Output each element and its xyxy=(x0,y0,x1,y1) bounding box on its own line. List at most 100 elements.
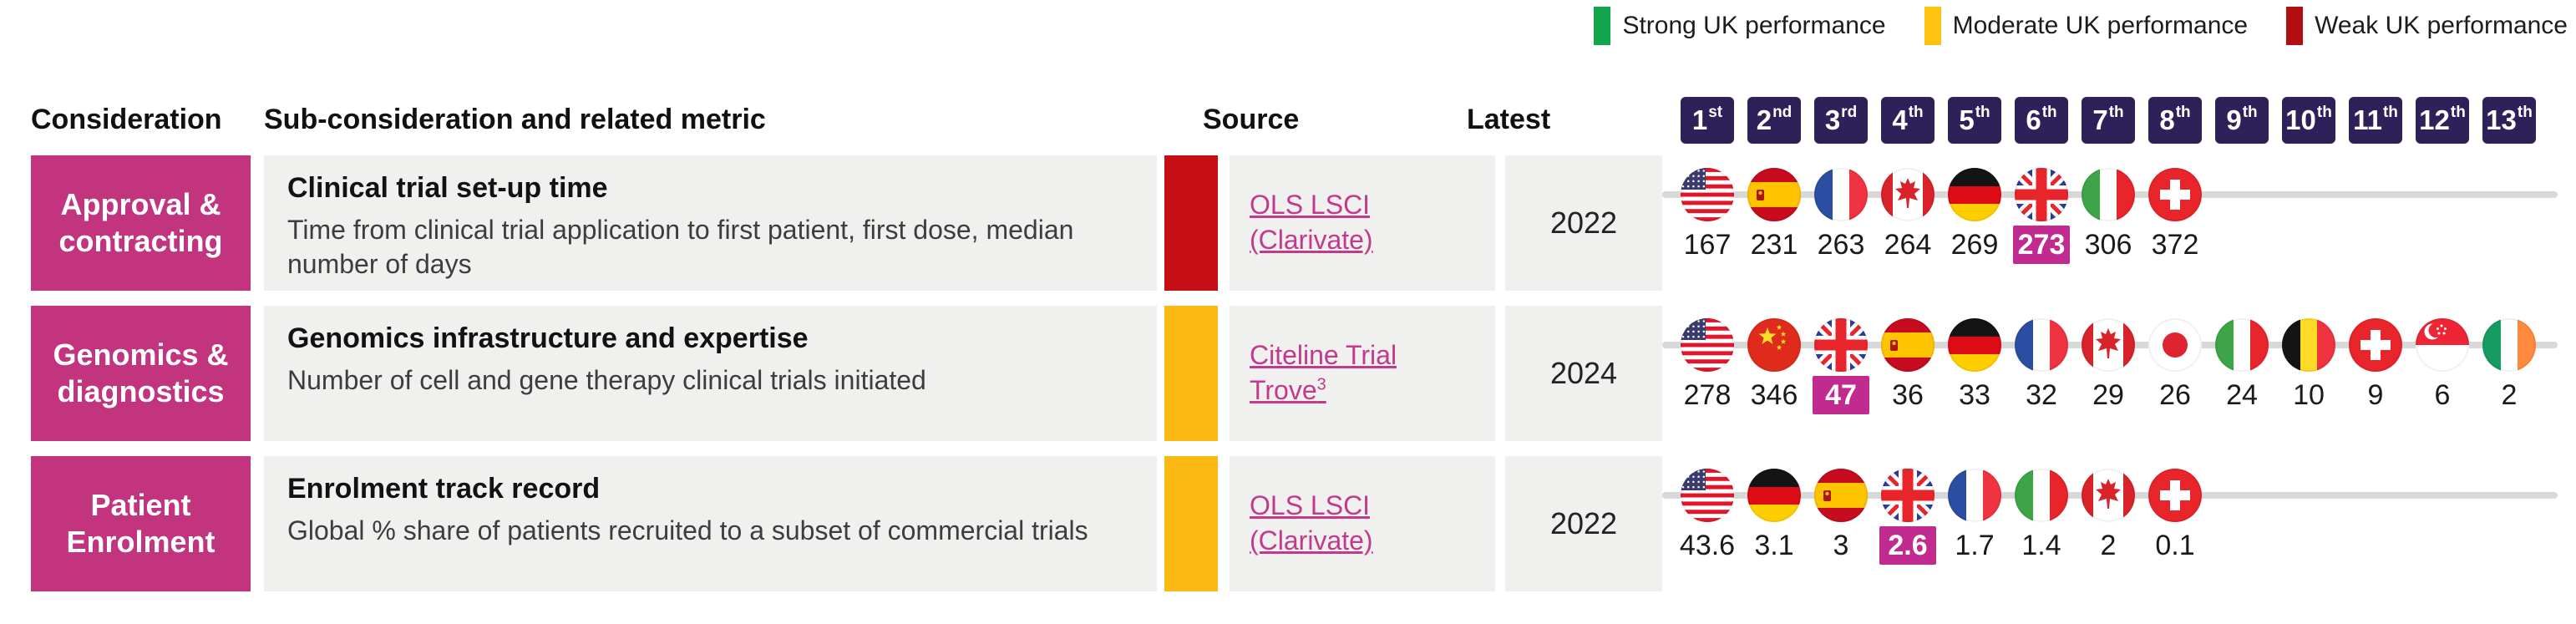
country-value: 372 xyxy=(2151,229,2199,261)
source-link-text: OLS LSCI (Clarivate) xyxy=(1250,190,1373,255)
country-rank-entry: 269 xyxy=(1941,155,2008,291)
metric-title: Clinical trial set-up time xyxy=(287,172,608,204)
country-rank-entry: 43.6 xyxy=(1674,456,1741,591)
flag-de-icon xyxy=(1747,469,1801,522)
country-rank-entry: 0.1 xyxy=(2142,456,2208,591)
source-link[interactable]: OLS LSCI (Clarivate) xyxy=(1250,489,1475,558)
source-footnote-marker: 3 xyxy=(1316,375,1326,394)
rank-number: 13 xyxy=(2486,104,2517,135)
country-rank-entry: 6 xyxy=(2409,306,2476,441)
country-value: 2 xyxy=(2501,379,2518,411)
flag-ca-icon xyxy=(2082,469,2135,522)
flag-fr-icon xyxy=(1814,168,1868,221)
rank-ordinal-suffix: th xyxy=(2382,104,2398,121)
flag-it-icon xyxy=(2082,168,2135,221)
country-value: 264 xyxy=(1884,229,1932,261)
country-value: 24 xyxy=(2226,379,2258,411)
country-rank-entry: 47 xyxy=(1808,306,1874,441)
flag-it-icon xyxy=(2015,469,2068,522)
country-rank-entry: 32 xyxy=(2008,306,2075,441)
flag-es-icon xyxy=(1747,168,1801,221)
status-indicator-weak xyxy=(1164,155,1218,291)
flag-ca-icon xyxy=(1881,168,1935,221)
country-rank-entry: 9 xyxy=(2342,306,2409,441)
source-link-text: Citeline Trial Trove xyxy=(1250,340,1397,405)
country-value: 32 xyxy=(2026,379,2057,411)
legend-swatch-icon xyxy=(2286,7,2304,45)
flag-ch-icon xyxy=(2148,168,2202,221)
rank-ordinal-suffix: th xyxy=(2517,104,2533,121)
country-rank-entry: 29 xyxy=(2075,306,2142,441)
metric-panel: Genomics infrastructure and expertise Num… xyxy=(264,306,1157,441)
country-rank-entry: 231 xyxy=(1741,155,1808,291)
legend-item: Strong UK performance xyxy=(1594,7,1886,45)
uk-highlighted-value: 273 xyxy=(2013,226,2070,264)
column-header-latest: Latest xyxy=(1467,104,1551,135)
flag-us-icon xyxy=(1681,469,1734,522)
rank-number: 8 xyxy=(2159,104,2175,135)
metric-title: Enrolment track record xyxy=(287,473,601,505)
flag-gb-icon xyxy=(2015,168,2068,221)
rank-ordinal-suffix: th xyxy=(2041,104,2057,121)
flag-de-icon xyxy=(1948,318,2001,372)
flag-gb-icon xyxy=(1881,469,1935,522)
country-rank-entry: 1.7 xyxy=(1941,456,2008,591)
country-value: 0.1 xyxy=(2155,530,2195,561)
country-value: 263 xyxy=(1817,229,1865,261)
flag-ca-icon xyxy=(2082,318,2135,372)
legend: Strong UK performance Moderate UK perform… xyxy=(1594,7,2568,45)
country-rank-entry: 2 xyxy=(2476,306,2543,441)
rank-number: 11 xyxy=(2353,104,2382,135)
consideration-box: Genomics & diagnostics xyxy=(31,306,251,441)
country-rank-entry: 1.4 xyxy=(2008,456,2075,591)
rank-number: 1 xyxy=(1691,104,1708,135)
source-link[interactable]: Citeline Trial Trove3 xyxy=(1250,338,1475,408)
country-value: 36 xyxy=(1892,379,1924,411)
country-value: 346 xyxy=(1750,379,1798,411)
rank-number: 6 xyxy=(2026,104,2041,135)
country-rank-entry: 2.6 xyxy=(1874,456,1941,591)
country-value: 1.7 xyxy=(1955,530,1995,561)
country-value: 26 xyxy=(2159,379,2191,411)
rank-number: 9 xyxy=(2226,104,2242,135)
country-value: 33 xyxy=(1959,379,1990,411)
country-rank-entry: 2 xyxy=(2075,456,2142,591)
rank-number: 2 xyxy=(1756,104,1772,135)
rank-ordinal-suffix: th xyxy=(2316,104,2332,121)
source-link[interactable]: OLS LSCI (Clarivate) xyxy=(1250,188,1475,257)
country-value: 306 xyxy=(2084,229,2132,261)
country-rank-entry: 3 xyxy=(1808,456,1874,591)
country-rank-entry: 33 xyxy=(1941,306,2008,441)
source-panel: Citeline Trial Trove3 xyxy=(1230,306,1495,441)
table-row: Patient Enrolment Enrolment track record G… xyxy=(0,456,2576,591)
source-panel: OLS LSCI (Clarivate) xyxy=(1230,456,1495,591)
legend-label: Strong UK performance xyxy=(1622,12,1886,39)
flag-be-icon xyxy=(2282,318,2335,372)
country-rank-entry: 24 xyxy=(2208,306,2275,441)
country-rank-entry: 26 xyxy=(2142,306,2208,441)
rank-ordinal-suffix: th xyxy=(2242,104,2258,121)
flag-es-icon xyxy=(1881,318,1935,372)
country-value: 10 xyxy=(2293,379,2325,411)
rank-ordinal-suffix: st xyxy=(1708,104,1723,121)
flag-es-icon xyxy=(1814,469,1868,522)
source-link-text: OLS LSCI (Clarivate) xyxy=(1250,490,1373,556)
status-indicator-moderate xyxy=(1164,456,1218,591)
country-rank-entry: 36 xyxy=(1874,306,1941,441)
metric-description: Number of cell and gene therapy clinical… xyxy=(287,365,926,395)
rank-ordinal-suffix: th xyxy=(1908,104,1924,121)
source-panel: OLS LSCI (Clarivate) xyxy=(1230,155,1495,291)
latest-year: 2022 xyxy=(1505,456,1662,591)
metric-description: Time from clinical trial application to … xyxy=(287,215,1074,279)
flag-cn-icon xyxy=(1747,318,1801,372)
country-rank-entry: 306 xyxy=(2075,155,2142,291)
